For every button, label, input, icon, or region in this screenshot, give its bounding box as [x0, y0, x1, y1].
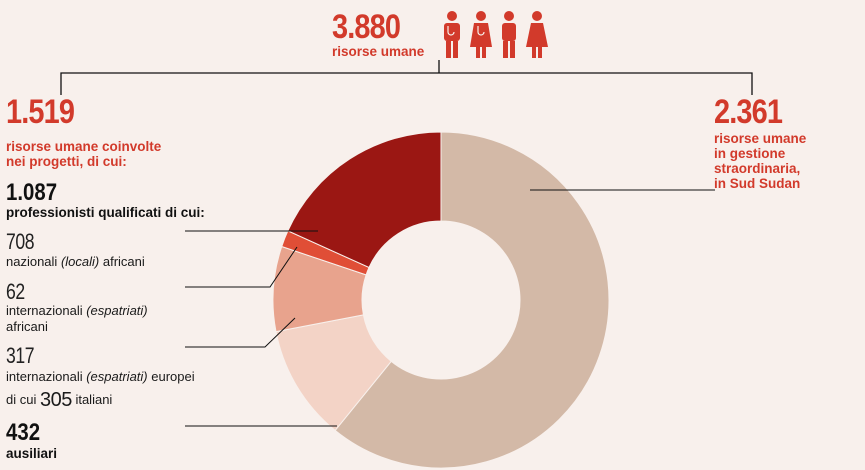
intl-european-label: internazionali (espatriati) europei: [6, 369, 195, 384]
italian-value: 305: [39, 389, 72, 411]
donut-slice-0: [334, 131, 610, 469]
auxiliary-label: ausiliari: [6, 446, 58, 461]
intl-african-value: 62: [6, 279, 25, 304]
left-value: 1.519: [6, 93, 75, 131]
national-value: 708: [6, 229, 35, 254]
leader-intl-european: [185, 317, 296, 348]
auxiliary-value: 432: [6, 419, 41, 446]
left-label-line1: risorse umane coinvolte: [6, 139, 162, 154]
italian-label: di cui 305 italiani: [6, 389, 113, 411]
total-label: risorse umane: [332, 44, 425, 59]
right-label-line3: straordinaria,: [714, 161, 801, 176]
right-label-line4: in Sud Sudan: [714, 176, 801, 191]
right-value: 2.361: [714, 93, 783, 131]
national-label: nazionali (locali) africani: [6, 254, 145, 269]
right-label-line2: in gestione: [714, 146, 786, 161]
total-value: 3.880: [332, 8, 401, 46]
donut-slice-4: [287, 131, 442, 269]
intl-european-value: 317: [6, 343, 35, 368]
qualified-value: 1.087: [6, 179, 58, 206]
qualified-label: professionisti qualificati di cui:: [6, 205, 205, 220]
bracket-line: [60, 72, 753, 95]
right-label-line1: risorse umane: [714, 131, 807, 146]
intl-african-label-line2: africani: [6, 319, 48, 334]
leader-intl-african: [185, 246, 298, 288]
left-label-line2: nei progetti, di cui:: [6, 154, 127, 169]
intl-african-label: internazionali (espatriati): [6, 303, 148, 318]
